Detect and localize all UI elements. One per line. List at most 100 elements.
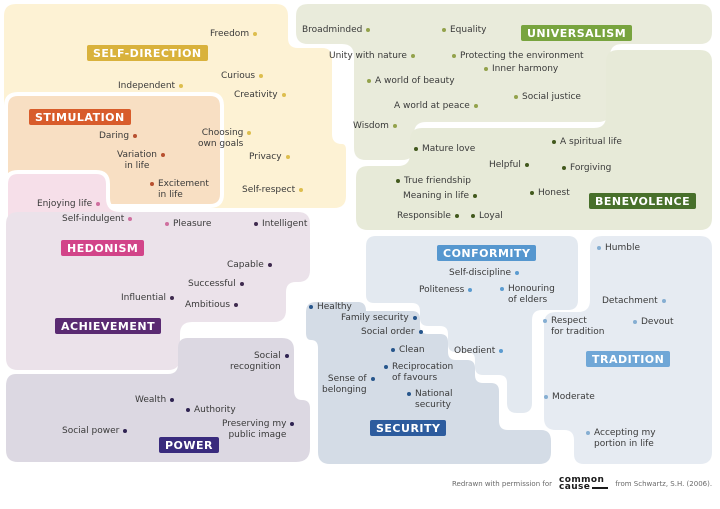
value-dot-icon bbox=[384, 365, 388, 369]
value-label: Accepting my portion in life bbox=[594, 428, 656, 449]
value-dot-icon bbox=[473, 104, 478, 108]
value-dot-icon bbox=[633, 320, 637, 324]
value-label: Curious bbox=[221, 71, 256, 81]
value-label: Devout bbox=[641, 317, 674, 327]
value-label: Wealth bbox=[135, 395, 167, 405]
value-dot-icon bbox=[165, 222, 169, 226]
value-label: Ambitious bbox=[185, 300, 231, 310]
value-dot-icon bbox=[484, 67, 488, 71]
value-dot-icon bbox=[442, 28, 446, 32]
value-dot-icon bbox=[367, 79, 371, 83]
value-dot-icon bbox=[530, 191, 534, 195]
attribution-prefix: Redrawn with permission for bbox=[452, 480, 553, 488]
value-label: Politeness bbox=[419, 285, 465, 295]
value-sense-of-belonging: Sense of belonging bbox=[322, 374, 375, 396]
value-label: Responsible bbox=[397, 211, 451, 221]
region-universalism bbox=[296, 4, 712, 160]
value-social-power: Social power bbox=[62, 426, 128, 437]
value-label: Variation in life bbox=[117, 150, 157, 171]
value-dot-icon bbox=[500, 287, 504, 291]
value-moderate: Moderate bbox=[544, 392, 595, 403]
value-respect-for-tradition: Respect for tradition bbox=[543, 316, 604, 338]
value-helpful: Helpful bbox=[489, 160, 529, 171]
value-social-order: Social order bbox=[361, 327, 423, 338]
value-obedient: Obedient bbox=[454, 346, 504, 357]
value-label: Privacy bbox=[249, 152, 282, 162]
value-label: Enjoying life bbox=[37, 199, 93, 209]
value-politeness: Politeness bbox=[419, 285, 473, 296]
value-freedom: Freedom bbox=[210, 29, 258, 40]
value-label: Moderate bbox=[552, 392, 595, 402]
value-label: Reciprocation of favours bbox=[392, 362, 454, 383]
value-label: Wisdom bbox=[353, 121, 389, 131]
region-conformity bbox=[366, 236, 578, 413]
value-dot-icon bbox=[514, 95, 518, 99]
value-a-world-of-beauty: A world of beauty bbox=[367, 76, 455, 87]
value-broadminded: Broadminded bbox=[302, 25, 371, 36]
value-dot-icon bbox=[285, 155, 290, 159]
value-social-recognition: Social recognition bbox=[230, 351, 289, 373]
value-label: Social justice bbox=[522, 92, 581, 102]
value-dot-icon bbox=[179, 84, 184, 88]
badge-security: SECURITY bbox=[370, 420, 447, 436]
value-dot-icon bbox=[412, 316, 417, 320]
value-meaning-in-life: Meaning in life bbox=[403, 191, 478, 202]
value-creativity: Creativity bbox=[234, 90, 286, 101]
value-national-security: National security bbox=[407, 389, 453, 411]
region-benevolence bbox=[356, 50, 712, 230]
value-capable: Capable bbox=[227, 260, 272, 271]
value-label: Equality bbox=[450, 25, 487, 35]
value-clean: Clean bbox=[391, 345, 425, 356]
value-self-indulgent: Self-indulgent bbox=[62, 214, 133, 225]
value-unity-with-nature: Unity with nature bbox=[329, 51, 415, 62]
value-dot-icon bbox=[370, 377, 375, 381]
value-self-respect: Self-respect bbox=[242, 185, 304, 196]
value-dot-icon bbox=[366, 28, 371, 32]
value-dot-icon bbox=[391, 348, 395, 352]
value-label: Independent bbox=[118, 81, 176, 91]
value-dot-icon bbox=[160, 153, 165, 157]
value-label: Creativity bbox=[234, 90, 278, 100]
value-self-discipline: Self-discipline bbox=[449, 268, 519, 279]
value-label: A world of beauty bbox=[375, 76, 455, 86]
value-loyal: Loyal bbox=[471, 211, 503, 222]
value-dot-icon bbox=[452, 54, 456, 58]
attribution-source: from Schwartz, S.H. (2006). bbox=[615, 480, 713, 488]
value-dot-icon bbox=[499, 349, 504, 353]
value-dot-icon bbox=[290, 422, 295, 426]
value-label: Meaning in life bbox=[403, 191, 470, 201]
value-successful: Successful bbox=[188, 279, 244, 290]
value-curious: Curious bbox=[221, 71, 264, 82]
value-accepting-my-portion-in-life: Accepting my portion in life bbox=[586, 428, 656, 450]
value-label: Helpful bbox=[489, 160, 521, 170]
logo-line2: cause bbox=[559, 482, 591, 492]
value-dot-icon bbox=[473, 194, 478, 198]
value-label: Forgiving bbox=[570, 163, 612, 173]
value-humble: Humble bbox=[597, 243, 640, 254]
value-dot-icon bbox=[259, 74, 264, 78]
value-preserving-my-public-image: Preserving my public image bbox=[222, 419, 295, 441]
value-label: Intelligent bbox=[262, 219, 308, 229]
value-dot-icon bbox=[133, 134, 138, 138]
value-label: Unity with nature bbox=[329, 51, 407, 61]
value-dot-icon bbox=[562, 166, 566, 170]
value-dot-icon bbox=[267, 263, 272, 267]
value-honest: Honest bbox=[530, 188, 570, 199]
value-label: Healthy bbox=[317, 302, 352, 312]
value-dot-icon bbox=[410, 54, 415, 58]
value-dot-icon bbox=[123, 429, 128, 433]
value-dot-icon bbox=[471, 214, 475, 218]
common-cause-logo: common cause bbox=[559, 476, 609, 492]
value-label: Influential bbox=[121, 293, 167, 303]
value-dot-icon bbox=[661, 299, 666, 303]
badge-benevolence: BENEVOLENCE bbox=[589, 193, 697, 209]
value-independent: Independent bbox=[118, 81, 184, 92]
value-dot-icon bbox=[239, 282, 244, 286]
value-label: True friendship bbox=[404, 176, 471, 186]
value-daring: Daring bbox=[99, 131, 138, 142]
value-label: Social order bbox=[361, 327, 415, 337]
value-label: Self-respect bbox=[242, 185, 296, 195]
value-label: Broadminded bbox=[302, 25, 363, 35]
value-dot-icon bbox=[281, 93, 286, 97]
